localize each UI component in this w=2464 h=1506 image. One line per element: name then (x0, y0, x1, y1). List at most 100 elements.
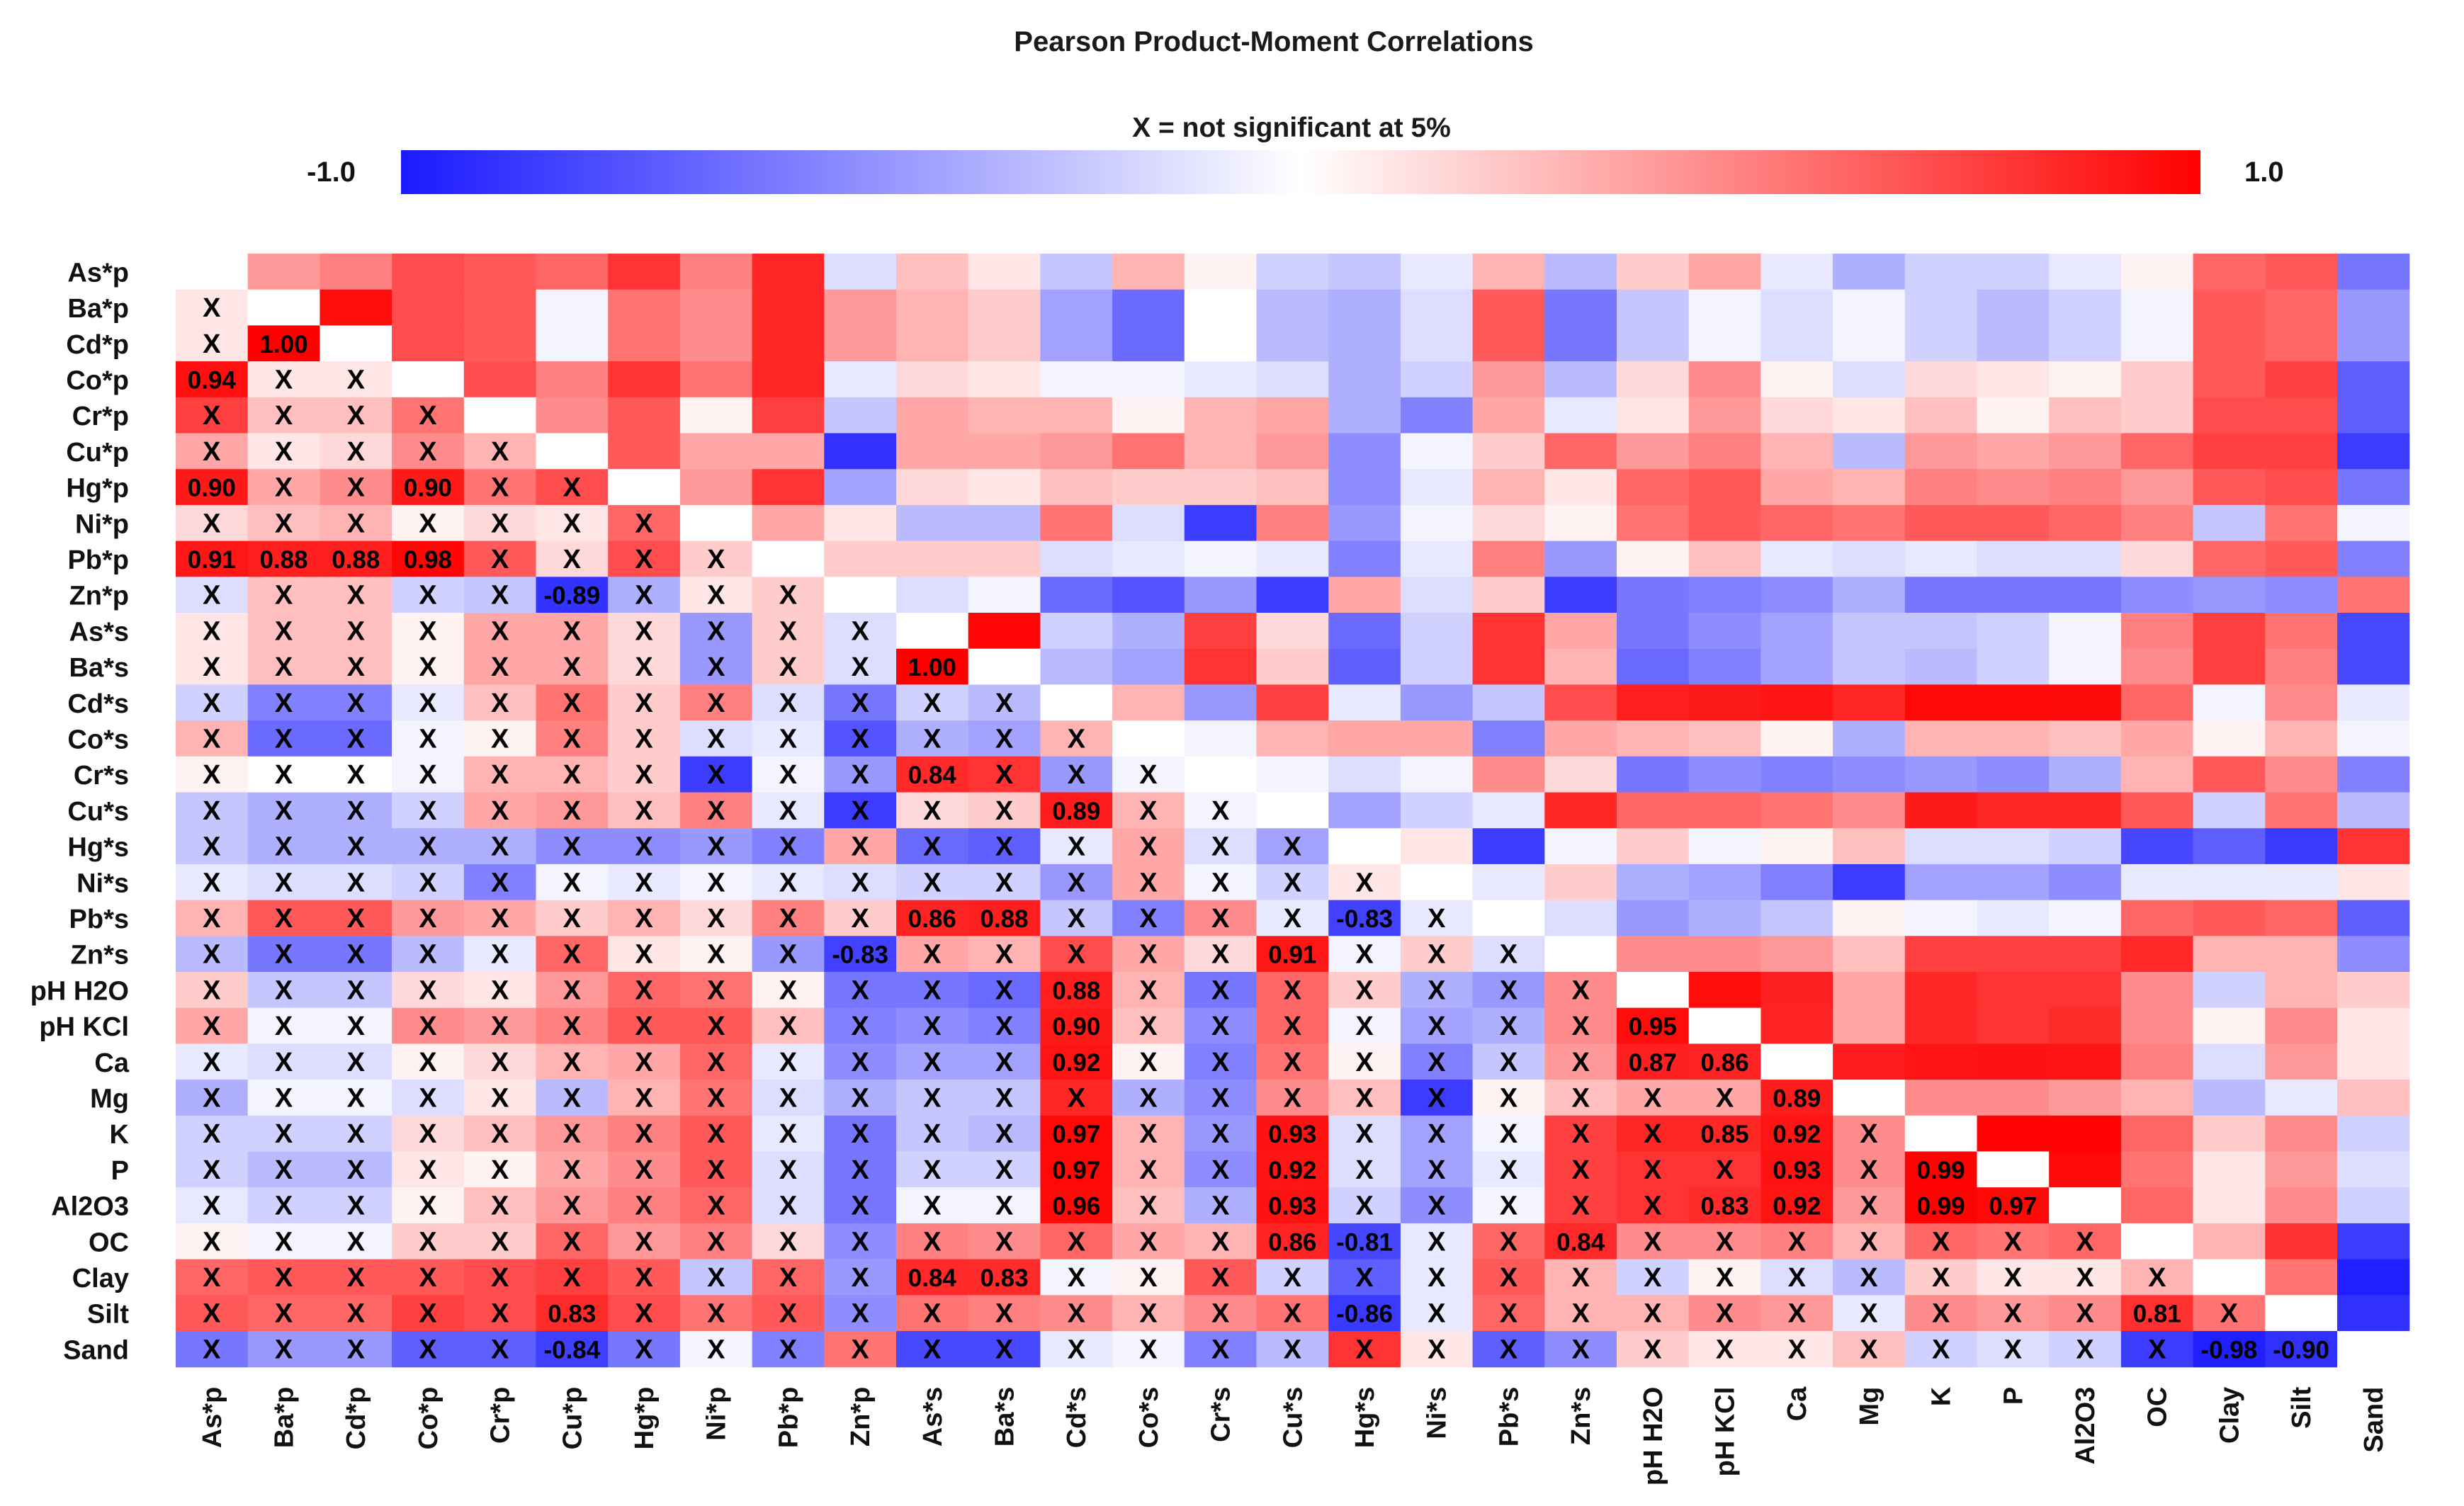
correlation-value-label: -0.89 (543, 582, 600, 610)
heatmap-cell (2120, 1007, 2194, 1044)
heatmap-cell (1040, 720, 1113, 757)
not-significant-marker: X (1139, 1263, 1158, 1293)
heatmap-cell (2049, 828, 2122, 865)
heatmap-cell (1977, 361, 2050, 398)
heatmap-cell (2049, 1259, 2122, 1296)
not-significant-marker: X (635, 975, 653, 1005)
not-significant-marker: X (851, 760, 869, 790)
heatmap-cell (2337, 648, 2410, 685)
chart-title: Pearson Product-Moment Correlations (1014, 26, 1533, 57)
row-label: Hg*p (66, 474, 129, 504)
heatmap-cell (176, 648, 249, 685)
heatmap-cell (752, 613, 825, 650)
heatmap-cell (1904, 648, 1978, 685)
heatmap-cell (2265, 613, 2338, 650)
not-significant-marker: X (779, 1191, 798, 1221)
not-significant-marker: X (275, 1335, 293, 1364)
heatmap-cell (1400, 1151, 1474, 1188)
heatmap-cell (1184, 828, 1258, 865)
heatmap-cell (2337, 361, 2410, 398)
not-significant-marker: X (203, 689, 221, 718)
heatmap-cell (1544, 1043, 1617, 1080)
not-significant-marker: X (779, 1263, 798, 1293)
not-significant-marker: X (1428, 1227, 1446, 1257)
heatmap-cell (752, 289, 825, 326)
heatmap-cell (1617, 720, 1690, 757)
heatmap-cell (2337, 864, 2410, 901)
heatmap-cell (2120, 289, 2194, 326)
not-significant-marker: X (1716, 1227, 1734, 1257)
heatmap-cell (1040, 1295, 1113, 1332)
heatmap-cell (1761, 1331, 1833, 1368)
not-significant-marker: X (203, 652, 221, 682)
heatmap-cell (1544, 900, 1617, 936)
heatmap-cell (2049, 900, 2122, 936)
heatmap-cell (1256, 613, 1329, 650)
not-significant-marker: X (347, 652, 366, 682)
heatmap-cell (2049, 1115, 2122, 1153)
heatmap-cell (1761, 504, 1833, 542)
heatmap-cell (2049, 720, 2122, 757)
heatmap-cell (968, 828, 1041, 865)
heatmap-cell (2120, 648, 2194, 685)
heatmap-cell (968, 936, 1041, 973)
heatmap-cell (1112, 1223, 1185, 1260)
heatmap-cell (1040, 936, 1113, 973)
heatmap-cell (1256, 1331, 1329, 1368)
correlation-value-label: 0.91 (188, 546, 236, 574)
row-label: pH KCl (39, 1012, 129, 1042)
heatmap-cell (1617, 792, 1690, 829)
not-significant-marker: X (995, 724, 1014, 754)
heatmap-cell (752, 577, 825, 613)
heatmap-cell (1184, 1223, 1258, 1260)
heatmap-cell (1617, 1007, 1690, 1044)
heatmap-cell (1400, 397, 1474, 434)
heatmap-cell (824, 720, 897, 757)
not-significant-marker: X (635, 1012, 653, 1041)
not-significant-marker: X (779, 1155, 798, 1185)
not-significant-marker: X (275, 940, 293, 970)
not-significant-marker: X (563, 1227, 582, 1257)
heatmap-cell (247, 1331, 320, 1368)
not-significant-marker: X (1211, 940, 1230, 970)
heatmap-cell (2049, 792, 2122, 829)
not-significant-marker: X (1571, 1299, 1590, 1329)
not-significant-marker: X (491, 940, 509, 970)
not-significant-marker: X (275, 1227, 293, 1257)
row-label: Zn*s (71, 941, 129, 970)
heatmap-cell (679, 325, 753, 362)
heatmap-cell (896, 1007, 969, 1044)
heatmap-cell (1617, 1043, 1690, 1080)
not-significant-marker: X (779, 689, 798, 718)
not-significant-marker: X (851, 724, 869, 754)
heatmap-cell (896, 540, 969, 577)
heatmap-cell (824, 864, 897, 901)
heatmap-cell (1328, 254, 1401, 290)
heatmap-cell (1904, 1259, 1978, 1296)
not-significant-marker: X (779, 724, 798, 754)
not-significant-marker: X (851, 796, 869, 826)
not-significant-marker: X (1571, 1083, 1590, 1113)
not-significant-marker: X (635, 1155, 653, 1185)
heatmap-cell (1688, 648, 1761, 685)
heatmap-cell (1112, 254, 1185, 290)
column-label: Cu*s (1278, 1387, 1308, 1449)
heatmap-cell (1544, 1007, 1617, 1044)
heatmap-cell (1904, 1331, 1978, 1368)
heatmap-cell (679, 828, 753, 865)
heatmap-cell (247, 469, 320, 506)
heatmap-cell (320, 1007, 392, 1044)
not-significant-marker: X (707, 1119, 725, 1149)
heatmap-cell (1184, 254, 1258, 290)
not-significant-marker: X (995, 832, 1014, 862)
heatmap-cell (1472, 864, 1545, 901)
heatmap-cell (392, 254, 465, 290)
heatmap-cell (1328, 972, 1401, 1009)
heatmap-cell (2120, 325, 2194, 362)
heatmap-cell (176, 900, 249, 936)
not-significant-marker: X (275, 796, 293, 826)
not-significant-marker: X (1571, 1012, 1590, 1041)
heatmap-cell (320, 972, 392, 1009)
heatmap-cell (679, 936, 753, 973)
heatmap-cell (2337, 613, 2410, 650)
